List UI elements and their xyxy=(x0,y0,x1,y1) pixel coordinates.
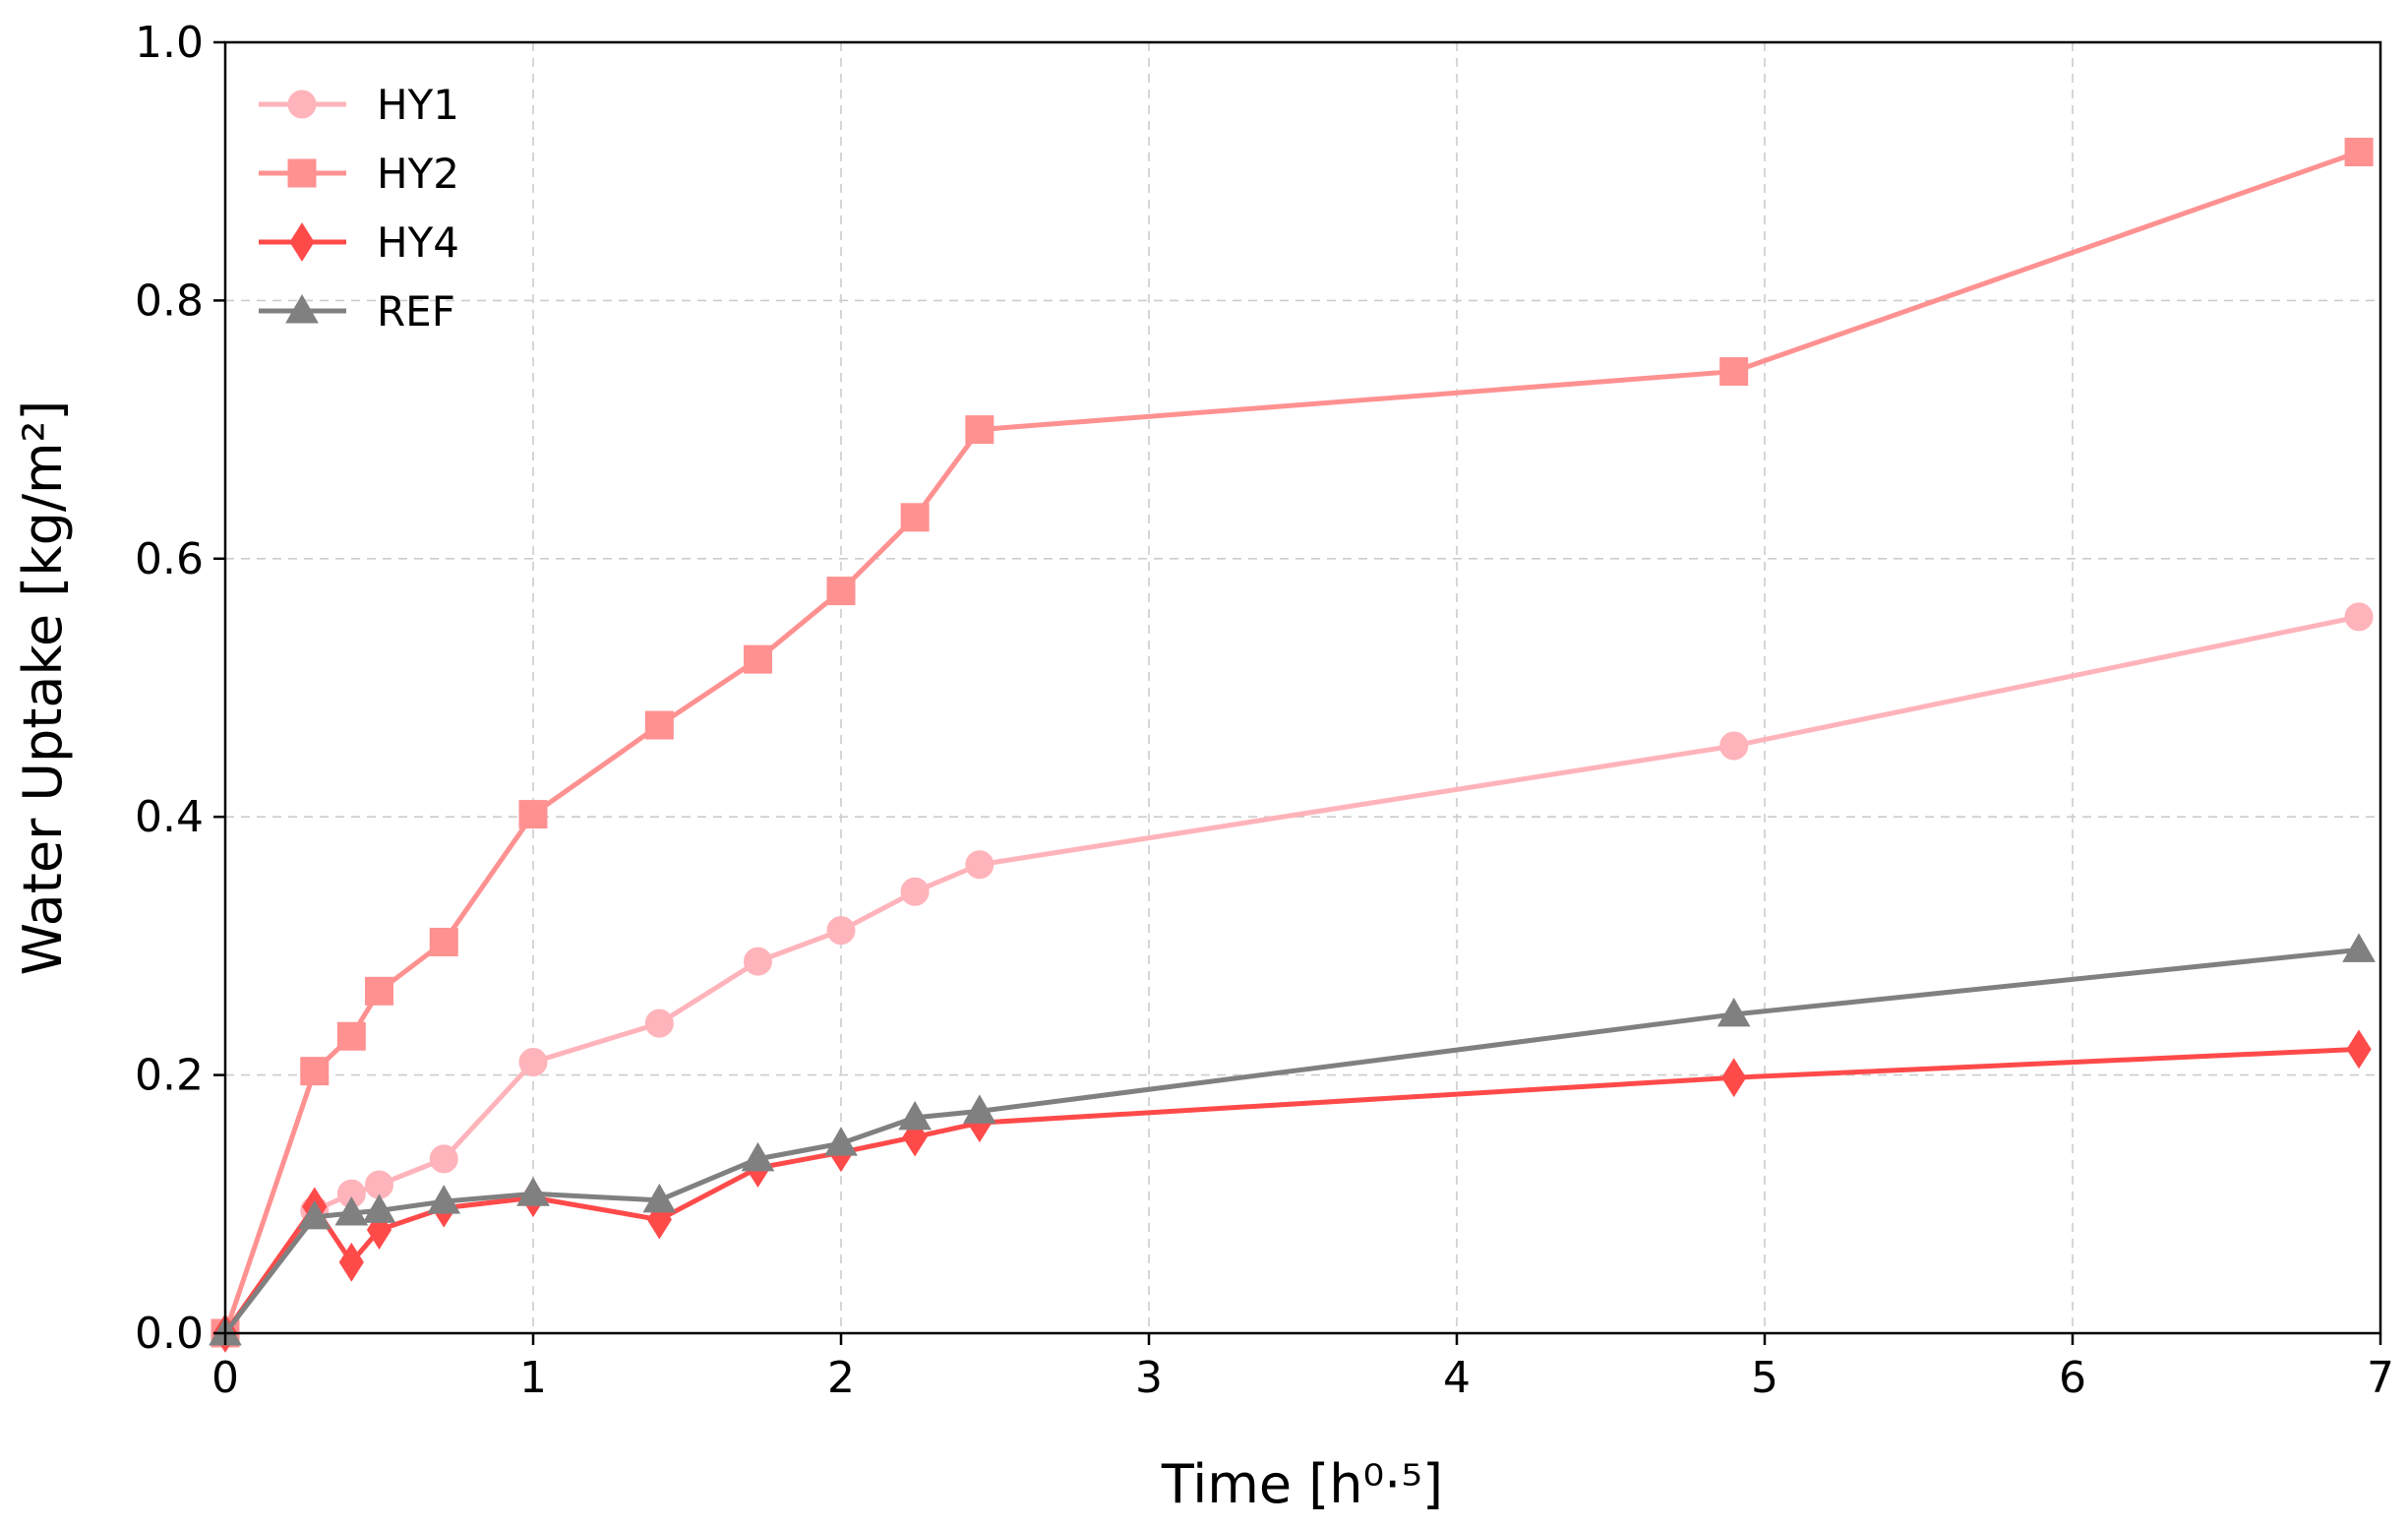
grid xyxy=(225,42,2380,1333)
x-tick-label: 5 xyxy=(1751,1353,1778,1403)
legend-entry-hy4: HY4 xyxy=(259,218,459,267)
data-point-hy1 xyxy=(1719,731,1749,761)
data-point-hy1 xyxy=(518,1047,548,1076)
data-point-hy2 xyxy=(743,644,772,674)
data-point-hy1 xyxy=(743,947,772,976)
data-point-ref xyxy=(741,1141,775,1172)
legend-marker xyxy=(285,293,319,324)
series-ref xyxy=(209,933,2376,1346)
y-tick-label: 0.8 xyxy=(135,275,204,326)
legend-label: REF xyxy=(377,287,455,336)
data-point-hy1 xyxy=(2344,602,2374,632)
data-point-ref xyxy=(642,1183,677,1213)
data-point-ref xyxy=(362,1193,396,1223)
data-point-hy1 xyxy=(826,916,856,946)
x-tick-label: 3 xyxy=(1135,1353,1163,1403)
y-tick-label: 0.2 xyxy=(135,1051,204,1101)
data-point-hy2 xyxy=(644,710,674,740)
data-point-hy2 xyxy=(2344,138,2374,167)
data-point-hy2 xyxy=(429,927,458,956)
legend-entry-hy2: HY2 xyxy=(259,150,459,198)
legend-entry-hy1: HY1 xyxy=(259,81,459,129)
legend-marker xyxy=(287,90,317,119)
x-axis-title: Time [h⁰·⁵] xyxy=(1161,1453,1443,1515)
series-layer xyxy=(209,138,2376,1353)
data-point-ref xyxy=(898,1100,932,1131)
y-tick-label: 0.6 xyxy=(135,534,204,584)
y-tick-label: 0.4 xyxy=(135,792,204,842)
data-point-ref xyxy=(962,1094,996,1124)
data-point-hy2 xyxy=(1719,357,1749,387)
data-point-ref xyxy=(824,1127,858,1156)
data-point-hy2 xyxy=(965,415,994,445)
legend-marker xyxy=(287,158,317,188)
data-point-hy1 xyxy=(900,877,930,906)
data-point-hy2 xyxy=(365,976,393,1006)
data-point-hy2 xyxy=(300,1057,330,1086)
data-point-hy4 xyxy=(1721,1058,1747,1098)
data-point-ref xyxy=(516,1177,550,1206)
data-point-hy2 xyxy=(518,800,548,829)
data-point-hy4 xyxy=(2346,1029,2372,1070)
data-point-ref xyxy=(297,1199,331,1230)
y-tick-label: 1.0 xyxy=(135,18,204,68)
series-line-hy4 xyxy=(222,1046,2360,1335)
x-tick-label: 4 xyxy=(1443,1353,1471,1403)
series-line-ref xyxy=(223,947,2360,1335)
x-tick-label: 0 xyxy=(211,1353,239,1403)
series-hy1 xyxy=(211,602,2374,1348)
series-hy2 xyxy=(211,138,2374,1348)
data-point-hy1 xyxy=(965,850,994,880)
y-tick-label: 0.0 xyxy=(135,1309,204,1359)
data-point-hy2 xyxy=(900,503,930,532)
legend-label: HY2 xyxy=(377,150,459,198)
plot-frame xyxy=(223,40,2382,1335)
data-point-hy1 xyxy=(429,1144,458,1174)
data-point-hy4 xyxy=(338,1242,364,1282)
data-point-ref xyxy=(334,1195,369,1226)
y-axis-title: Water Uptake [kg/m²] xyxy=(12,400,74,976)
legend: HY1 HY2 HY4 REF xyxy=(259,81,459,336)
series-line-hy1 xyxy=(222,614,2360,1335)
x-tick-label: 6 xyxy=(2059,1353,2086,1403)
legend-label: HY4 xyxy=(377,218,459,267)
data-point-ref xyxy=(1716,997,1751,1027)
legend-entry-ref: REF xyxy=(259,287,455,336)
series-line-hy2 xyxy=(222,150,2360,1334)
data-point-ref xyxy=(427,1185,461,1214)
legend-marker xyxy=(289,222,315,262)
ticks: 0 1 2 3 4 5 6 7 0.0 0.2 0.4 0.6 0.8 1.0 xyxy=(135,18,2394,1403)
data-point-hy2 xyxy=(336,1021,366,1051)
x-tick-label: 1 xyxy=(519,1353,547,1403)
data-point-ref xyxy=(2342,933,2376,962)
data-point-hy2 xyxy=(826,577,856,606)
legend-label: HY1 xyxy=(377,81,459,129)
x-tick-label: 2 xyxy=(827,1353,855,1403)
data-point-hy1 xyxy=(644,1009,674,1038)
x-tick-label: 7 xyxy=(2367,1353,2394,1403)
